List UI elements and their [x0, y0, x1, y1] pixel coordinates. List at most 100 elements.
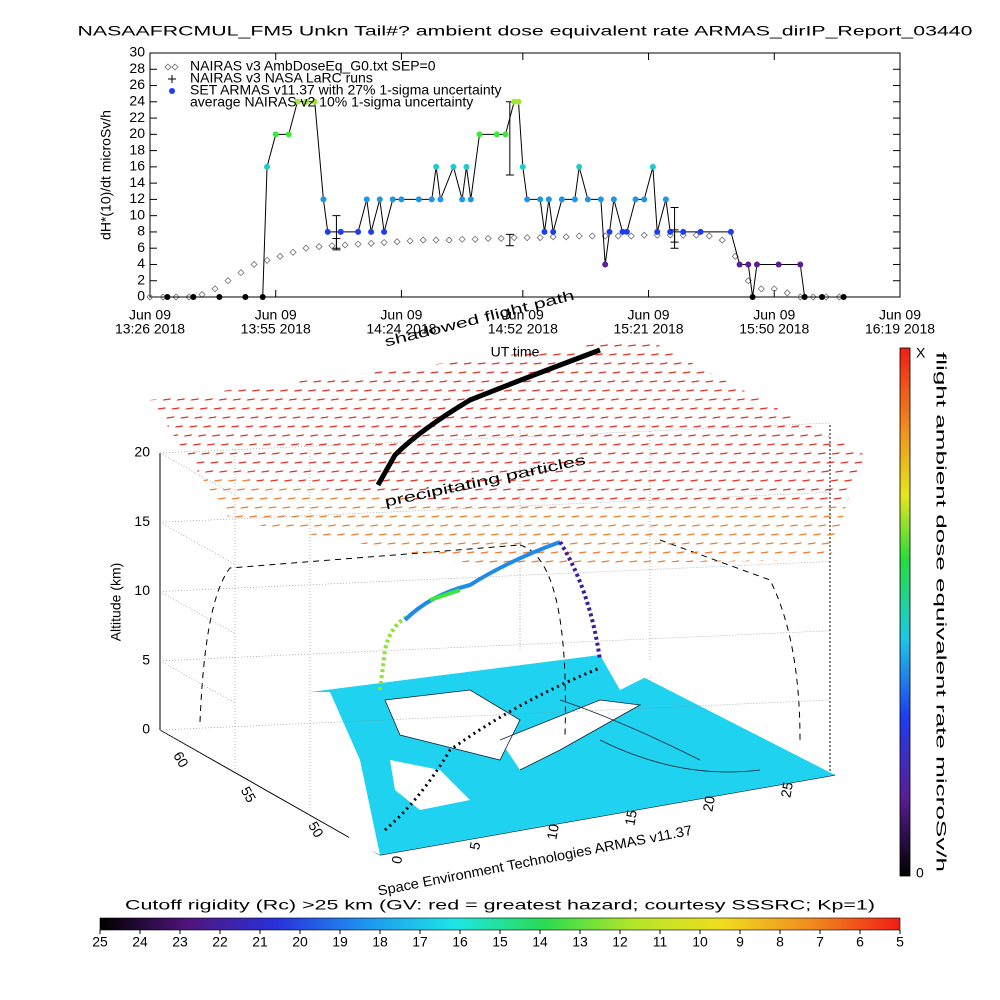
colorbar-min: 0 [916, 865, 924, 881]
dot-marker [736, 261, 743, 268]
legend-label: NAIRAS v3 NASA LaRC runs [190, 70, 373, 86]
chart-title: NASAAFRCMUL_FM5 Unkn Tail#? ambient dose… [78, 23, 973, 39]
dot-marker [745, 261, 752, 268]
y-tick-label: 20 [129, 125, 145, 141]
y-tick-label: 10 [129, 206, 145, 222]
dot-marker [264, 163, 271, 170]
diamond-marker [510, 234, 518, 242]
diamond-marker [164, 63, 172, 71]
x-tick-label: Jun 09 [628, 307, 670, 323]
y-tick-label: 30 [129, 44, 145, 60]
dot-marker [294, 98, 301, 105]
diamond-marker [614, 232, 622, 240]
dot-marker [216, 294, 223, 300]
z-grid-line [159, 491, 831, 523]
dot-marker [571, 196, 578, 203]
z-grid-line [159, 422, 831, 454]
colorbar-tick-label: 24 [132, 934, 148, 950]
colorbar-tick-label: 8 [776, 934, 784, 950]
dot-marker [623, 228, 630, 235]
dot-marker [840, 294, 847, 300]
lon-tick-label: 20 [699, 795, 717, 813]
diamond-marker [445, 236, 453, 244]
dot-marker [541, 228, 548, 235]
x-tick-label: 15:50 2018 [739, 321, 809, 337]
diamond-marker [809, 293, 817, 301]
dot-marker [680, 228, 687, 235]
diamond-marker [263, 256, 271, 264]
y-axis-label: dH*(10)/dt microSv/h [98, 110, 114, 240]
colorbar-tick-label: 16 [452, 934, 468, 950]
colorbar-tick-label: 18 [372, 934, 388, 950]
lon-tick-label: 0 [388, 854, 405, 865]
z-tick-label: 15 [134, 513, 150, 529]
dot-marker [749, 294, 756, 300]
rigidity-colorbar [99, 917, 901, 931]
error-bar [332, 237, 341, 251]
particle-plane-lower [200, 475, 848, 565]
dot-marker [584, 196, 591, 203]
z-tick-label: 10 [134, 582, 150, 598]
diamond-marker [419, 236, 427, 244]
y-tick-label: 18 [129, 141, 145, 157]
dot-marker [381, 228, 388, 235]
dot-marker [355, 228, 362, 235]
z-grid-line [159, 521, 236, 565]
dot-marker [376, 196, 383, 203]
dot-marker [602, 261, 609, 268]
diamond-marker [211, 285, 219, 293]
colorbar-tick-label: 6 [856, 934, 864, 950]
colorbar-tick-label: 7 [816, 934, 824, 950]
dot-marker [398, 196, 405, 203]
diamond-marker [302, 244, 310, 252]
dot-marker [428, 196, 435, 203]
z-grid-line [159, 591, 236, 634]
dot-marker [285, 131, 292, 138]
legend-label: average NAIRAS v2 10% 1-sigma uncertaint… [190, 94, 473, 110]
x-tick-label: 16:19 2018 [865, 321, 935, 337]
colorbar-tick-label: 5 [896, 934, 904, 950]
diamond-marker [198, 290, 206, 299]
dot-marker [654, 228, 661, 235]
y-tick-label: 24 [129, 93, 145, 109]
diamond-marker [679, 231, 687, 239]
dot-marker [463, 163, 470, 170]
dot-marker [697, 228, 704, 235]
x-tick-label: Jun 09 [129, 307, 171, 323]
dot-marker [545, 196, 552, 203]
dot-marker [515, 98, 522, 105]
dot-marker [519, 163, 526, 170]
colorbar-label: flight ambient dose equivalent rate micr… [933, 352, 949, 872]
dot-marker [667, 228, 674, 235]
diamond-marker [484, 234, 492, 243]
dot-marker [662, 196, 669, 203]
x-tick-label: 15:21 2018 [614, 321, 684, 337]
dot-marker [606, 228, 613, 235]
diamond-marker [367, 239, 375, 247]
dot-marker [727, 228, 734, 235]
diamond-marker [432, 236, 440, 244]
dot-marker [415, 196, 422, 203]
dot-marker [558, 196, 565, 203]
error-bar [670, 229, 679, 243]
z-grid-line [159, 699, 831, 731]
ground-track [384, 666, 601, 832]
plus-marker [168, 75, 176, 83]
x-tick-label: Jun 09 [753, 307, 795, 323]
dot-marker [324, 228, 331, 235]
x-tick-label: 13:55 2018 [241, 321, 311, 337]
scene-3d [150, 338, 911, 877]
y-tick-label: 2 [137, 271, 145, 287]
colorbar-title: Cutoff rigidity (Rc) >25 km (GV: red = g… [125, 897, 875, 913]
diamond-marker [575, 232, 583, 240]
dot-marker [597, 196, 604, 203]
z-grid-line [159, 452, 236, 496]
dot-marker [368, 228, 375, 235]
diamond-marker [523, 234, 531, 242]
dot-marker [272, 131, 279, 138]
x-tick-label: Jun 09 [879, 307, 921, 323]
dot-marker [493, 131, 500, 138]
lat-tick-label: 60 [170, 749, 192, 771]
flight-high [429, 588, 461, 602]
diamond-marker [536, 234, 544, 242]
